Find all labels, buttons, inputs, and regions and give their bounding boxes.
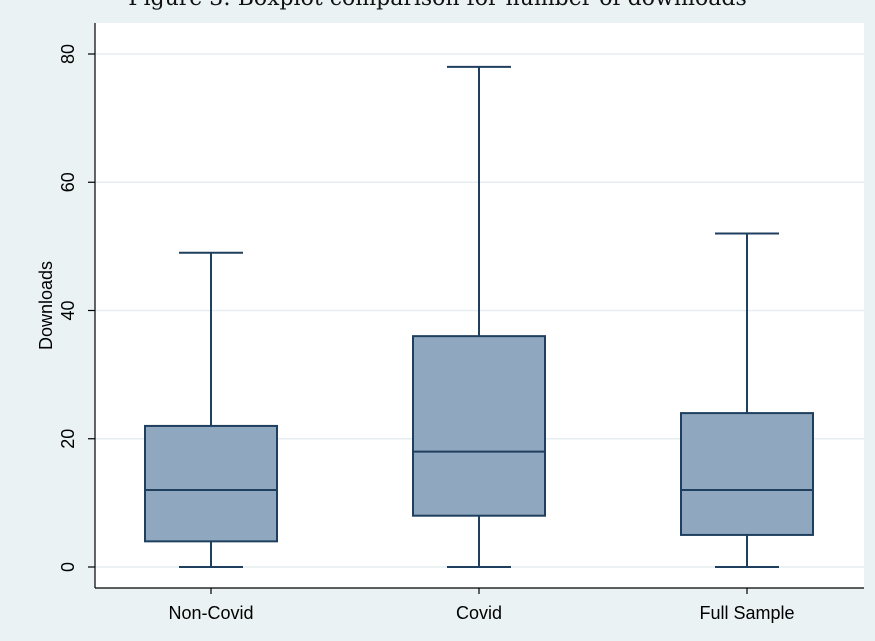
y-tick-label: 20 [58, 429, 78, 449]
x-tick-label: Non-Covid [168, 603, 253, 623]
iqr-box [680, 412, 814, 536]
iqr-box [144, 424, 278, 543]
iqr-box [412, 335, 546, 517]
box-covid [412, 65, 546, 568]
axes: 0 20 40 60 80 Non-Covid Covid Full Sample [58, 23, 864, 623]
x-tick-label: Full Sample [699, 603, 794, 623]
box-full-sample [680, 232, 814, 568]
boxes [144, 65, 814, 568]
y-tick-label: 40 [58, 300, 78, 320]
y-tick-label: 60 [58, 172, 78, 192]
figure-title: Figure 3: Boxplot comparison for number … [0, 0, 875, 11]
y-axis-title: Downloads [36, 261, 56, 350]
box-non-covid [144, 251, 278, 568]
y-tick-label: 80 [58, 44, 78, 64]
y-tick-label: 0 [58, 562, 78, 572]
x-tick-label: Covid [456, 603, 502, 623]
